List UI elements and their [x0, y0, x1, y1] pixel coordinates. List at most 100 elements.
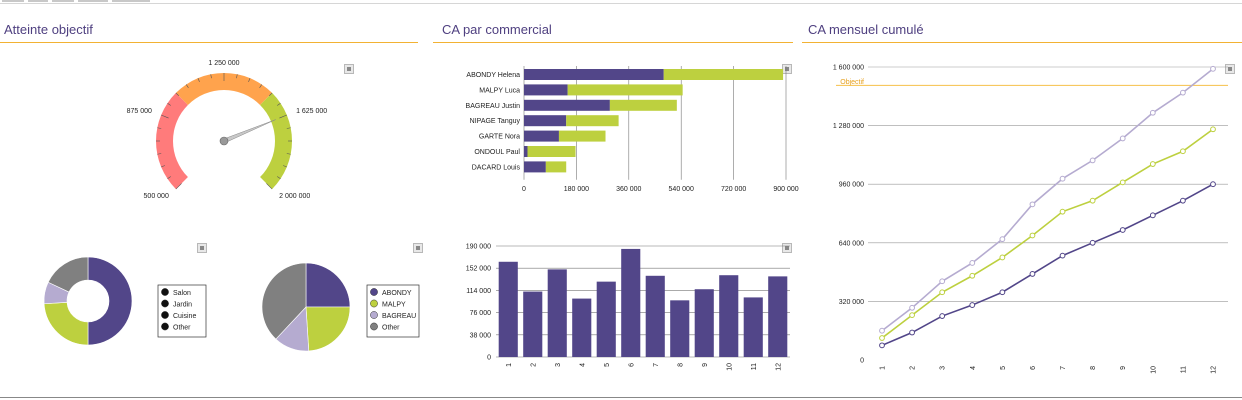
toolbar-tab[interactable] [112, 0, 150, 2]
hbar-x-tick-label: 540 000 [669, 186, 694, 193]
hbar-category-label: ONDOUL Paul [474, 149, 520, 156]
hbar-bar [609, 99, 677, 111]
pie-legend-label: ABONDY [382, 290, 412, 297]
vbar-bar [572, 298, 592, 357]
hbar-category-label: GARTE Nora [479, 134, 520, 141]
line-point [1210, 181, 1216, 188]
gauge-tick [167, 176, 171, 180]
gauge-tick-label: 1 625 000 [296, 108, 327, 115]
sales-section-title: CA par commercial [442, 22, 552, 37]
toolbar-tab[interactable] [2, 0, 24, 2]
line-point [1029, 271, 1036, 277]
gauge-tick [236, 74, 238, 79]
hbar-bar [524, 115, 567, 127]
line-point [1119, 135, 1126, 142]
line-x-tick-label: 2 [910, 366, 917, 370]
hbar-bar [524, 99, 610, 111]
vbar-bar [719, 275, 739, 357]
line-x-tick-label: 6 [1030, 366, 1037, 370]
gauge-tick-label: 500 000 [144, 193, 169, 200]
pie-legend-marker [370, 288, 378, 296]
line-point [1119, 227, 1126, 233]
pie-download-icon[interactable] [413, 243, 423, 253]
donut-download-icon[interactable] [197, 243, 207, 253]
pie-legend-label: Salon [173, 290, 191, 297]
pie-legend-marker [370, 322, 378, 331]
gauge-band [260, 92, 292, 190]
hbar-bar [524, 161, 546, 173]
section-separator [802, 42, 1242, 43]
hbar-bar [567, 84, 683, 96]
line-point [1059, 252, 1066, 259]
line-y-tick-label: 1 600 000 [833, 65, 864, 72]
line-y-tick-label: 640 000 [839, 240, 864, 247]
toolbar-tab[interactable] [78, 0, 108, 2]
gauge-tick [157, 127, 162, 129]
hbar-category-label: NIPAGE Tanguy [470, 118, 521, 125]
gauge-band [156, 92, 188, 190]
gauge-download-icon[interactable] [344, 64, 354, 74]
line-point [1149, 109, 1156, 116]
hbar-bar [558, 130, 606, 142]
gauge-tick [269, 92, 273, 96]
vbar-x-tick-label: 10 [726, 363, 733, 371]
gauge-tick [197, 78, 200, 82]
bottom-rule [0, 397, 1242, 398]
pie-slice [47, 256, 89, 293]
pie-legend-marker [370, 311, 378, 319]
line-download-icon[interactable] [1225, 64, 1235, 74]
vbar-y-tick-label: 190 000 [466, 244, 491, 251]
line-point [909, 304, 915, 311]
gauge-tick [161, 165, 165, 168]
gauge-tick [277, 102, 281, 106]
line-point [1149, 161, 1156, 167]
gauge-pivot [219, 136, 229, 146]
toolbar-tab[interactable] [52, 0, 74, 2]
gauge-tick [161, 114, 169, 119]
line-point [1059, 208, 1066, 215]
vbar-bar [694, 289, 714, 357]
line-point [999, 236, 1006, 243]
hbar-x-tick-label: 360 000 [616, 186, 641, 193]
vbar-x-tick-label: 5 [604, 363, 611, 367]
pie-legend-label: Other [173, 325, 191, 332]
line-x-tick-label: 12 [1211, 366, 1218, 374]
hbar-x-tick-label: 0 [522, 186, 526, 193]
line-point [999, 289, 1006, 296]
line-point [939, 313, 946, 319]
pie-legend-label: Cuisine [173, 313, 196, 320]
vbar-download-icon[interactable] [782, 243, 792, 253]
line-point [1119, 179, 1126, 186]
pie-slice [261, 262, 307, 340]
toolbar-tab[interactable] [28, 0, 48, 2]
line-series [881, 128, 1214, 339]
gauge-tick [175, 92, 179, 96]
vbar-x-tick-label: 2 [530, 363, 537, 367]
pie-slice [87, 256, 133, 346]
hbar-bar [524, 84, 568, 96]
gauge-tick-label: 875 000 [127, 108, 152, 115]
line-x-tick-label: 3 [940, 366, 947, 370]
hbar-bar [663, 69, 784, 80]
line-x-tick-label: 10 [1150, 366, 1157, 374]
vbar-y-tick-label: 38 000 [470, 332, 492, 339]
vbar-bar [743, 297, 763, 357]
line-y-tick-label: 960 000 [839, 182, 864, 189]
gauge-band [175, 73, 273, 105]
vbar-x-tick-label: 11 [751, 363, 758, 370]
vbar-bar [547, 269, 567, 357]
vbar-x-tick-label: 1 [506, 363, 513, 367]
gauge-tick [210, 74, 212, 79]
vbar-bar [498, 261, 518, 357]
vbar-x-tick-label: 12 [775, 363, 782, 371]
vbar-bar [596, 281, 616, 357]
hbar-x-tick-label: 900 000 [773, 186, 798, 193]
line-point [999, 254, 1006, 261]
vbar-y-tick-label: 76 000 [470, 310, 492, 317]
objective-label: Objectif [840, 79, 864, 86]
line-point [969, 272, 976, 279]
line-point [939, 278, 946, 285]
pie-legend-label: Other [382, 325, 400, 332]
hbar-bar [524, 69, 664, 80]
